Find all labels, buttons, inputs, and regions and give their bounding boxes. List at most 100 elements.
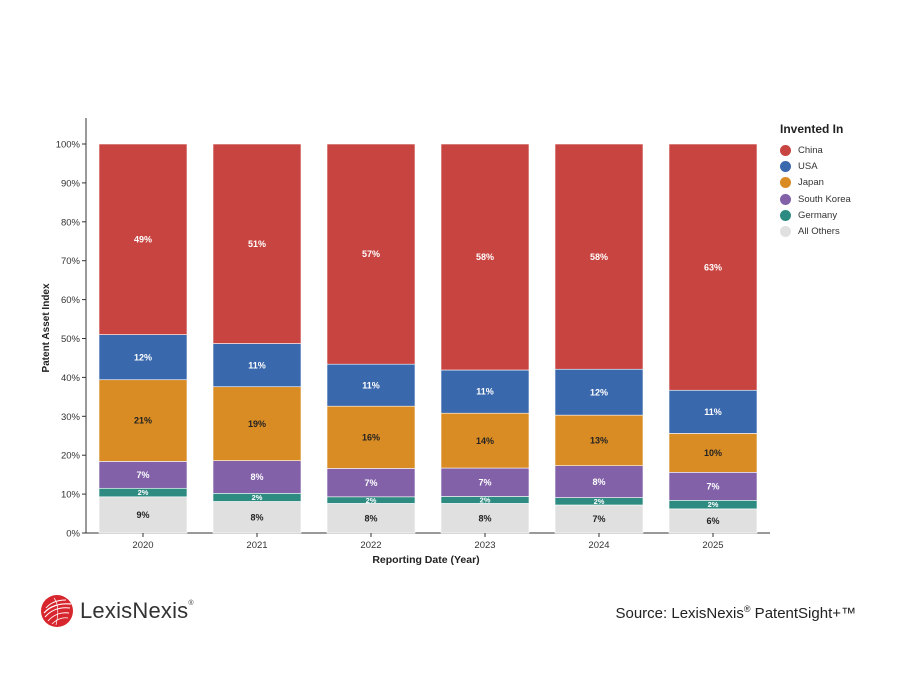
data-label: 7%: [706, 481, 719, 491]
legend-items: China USA Japan South Korea Germany All Other…: [780, 142, 851, 240]
y-tick-label: 0%: [66, 529, 80, 540]
bar-segment-all-others: [98, 496, 188, 534]
bar-segment-south-korea: [326, 468, 416, 498]
data-label: 6%: [706, 516, 719, 526]
lexisnexis-logo: LexisNexis®: [40, 594, 194, 628]
data-label: 7%: [364, 478, 377, 488]
data-label: 11%: [476, 387, 494, 397]
legend-label: Germany: [798, 209, 838, 221]
data-label: 8%: [250, 472, 263, 482]
data-label: 11%: [362, 380, 380, 390]
y-tick-label: 80%: [61, 217, 81, 228]
bar-segment-china: [98, 143, 188, 335]
lexisnexis-globe-icon: [41, 595, 73, 627]
y-tick-label: 10%: [61, 490, 81, 501]
data-label: 11%: [704, 407, 722, 417]
legend-item: USA: [780, 158, 851, 174]
bar-segment-all-others: [212, 501, 302, 534]
bar-segment-japan: [554, 414, 644, 467]
legend-label: China: [798, 144, 823, 156]
legend-swatch: [780, 193, 791, 205]
x-tick-label: 2022: [360, 540, 381, 551]
bar-segment-china: [326, 143, 416, 365]
bar-segment-all-others: [668, 508, 758, 534]
legend-item: Germany: [780, 207, 851, 223]
x-axis-label: Reporting Date (Year): [372, 554, 479, 566]
x-tick-label: 2023: [474, 540, 495, 551]
logo-wordmark: LexisNexis®: [80, 598, 194, 623]
data-label: 63%: [704, 262, 722, 272]
x-tick-label: 2021: [246, 540, 267, 551]
y-tick-label: 90%: [61, 178, 81, 189]
bar-segment-japan: [326, 405, 416, 469]
bar-segment-usa: [326, 363, 416, 407]
data-label: 11%: [248, 360, 266, 370]
x-tick-label: 2020: [132, 540, 153, 551]
bar-segment-usa: [98, 334, 188, 381]
data-label: 14%: [476, 436, 494, 446]
y-tick-label: 30%: [61, 412, 81, 423]
data-label: 13%: [590, 436, 608, 446]
y-tick-label: 60%: [61, 295, 81, 306]
data-label: 2%: [480, 496, 491, 505]
y-tick-label: 40%: [61, 373, 81, 384]
data-label: 19%: [248, 419, 266, 429]
legend-title: Invented In: [780, 122, 844, 136]
bar-segment-japan: [212, 386, 302, 461]
y-tick-label: 100%: [56, 140, 81, 151]
legend-swatch: [780, 209, 791, 221]
data-label: 8%: [592, 477, 605, 487]
legend-item: South Korea: [780, 191, 851, 207]
legend-label: South Korea: [798, 193, 851, 205]
data-label: 7%: [136, 470, 149, 480]
bar-segment-japan: [440, 412, 530, 469]
x-tick-label: 2025: [702, 540, 723, 551]
data-label: 8%: [364, 513, 377, 523]
y-tick-label: 50%: [61, 334, 81, 345]
bar-segment-all-others: [440, 503, 530, 534]
plot-area: 0% 10% 20% 30% 40% 50% 60% 70% 80% 90% 100% 9% 2% 7% 2…: [56, 118, 770, 551]
legend-swatch: [780, 226, 791, 238]
data-label: 16%: [362, 432, 380, 442]
data-label: 49%: [134, 234, 152, 244]
legend-swatch: [780, 144, 791, 156]
bar-segment-china: [668, 143, 758, 391]
x-tick-label: 2024: [588, 540, 609, 551]
data-label: 12%: [590, 387, 608, 397]
legend: Invented In China USA Japan South Korea Germ…: [780, 122, 851, 240]
bar-segment-china: [440, 143, 530, 371]
bar-segment-china: [212, 143, 302, 344]
y-axis-label: Patent Asset Index: [41, 283, 52, 373]
legend-swatch: [780, 160, 791, 172]
bar-segment-usa: [212, 343, 302, 388]
bar-segment-china: [554, 143, 644, 370]
bar-segment-usa: [668, 389, 758, 434]
data-label: 2%: [138, 488, 149, 497]
legend-item: All Others: [780, 223, 851, 239]
bar-segment-japan: [668, 433, 758, 473]
data-label: 58%: [590, 252, 608, 262]
data-label: 8%: [250, 512, 263, 522]
data-label: 51%: [248, 239, 266, 249]
bar-segment-south-korea: [212, 460, 302, 494]
data-label: 2%: [366, 496, 377, 505]
data-label: 7%: [592, 514, 605, 524]
source-note: Source: LexisNexis® PatentSight+™: [615, 604, 856, 622]
y-tick-label: 20%: [61, 451, 81, 462]
data-label: 8%: [478, 513, 491, 523]
legend-label: All Others: [798, 226, 840, 238]
legend-label: Japan: [798, 177, 824, 189]
data-label: 57%: [362, 249, 380, 259]
data-label: 58%: [476, 252, 494, 262]
bar-segment-south-korea: [440, 467, 530, 497]
data-label: 12%: [134, 352, 152, 362]
data-label: 21%: [134, 416, 152, 426]
data-label: 10%: [704, 448, 722, 458]
legend-swatch: [780, 177, 791, 189]
data-label: 2%: [594, 497, 605, 506]
y-tick-label: 70%: [61, 256, 81, 267]
bar-segment-all-others: [554, 504, 644, 534]
data-label: 9%: [136, 510, 149, 520]
data-label: 2%: [708, 500, 719, 509]
